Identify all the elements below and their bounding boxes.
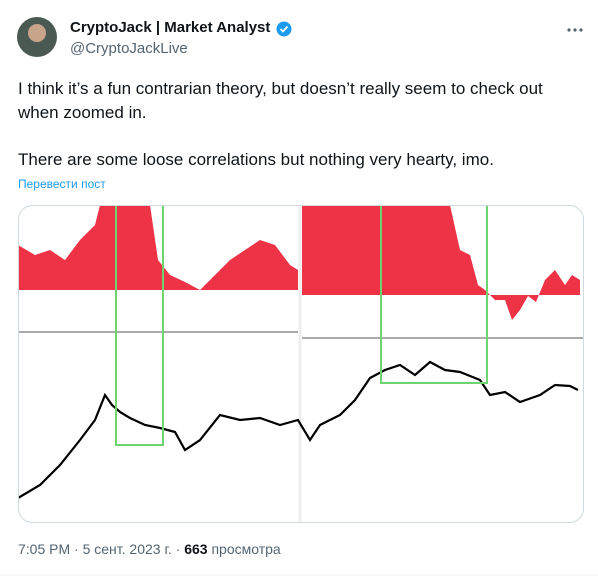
verified-check: [279, 25, 289, 33]
more-icon[interactable]: [567, 28, 583, 32]
tweet-text: when zoomed in.: [18, 103, 147, 122]
author-name[interactable]: CryptoJack | Market Analyst: [70, 19, 271, 36]
tweet-text: I think it’s a fun contrarian theory, bu…: [18, 79, 543, 98]
attached-image[interactable]: [18, 205, 584, 523]
highlight-box: [380, 205, 488, 384]
price-line: [18, 360, 579, 499]
footer: 7:05 PM · 5 сент. 2023 г. · 663 просмотр…: [18, 541, 281, 557]
highlight-box: [115, 205, 164, 446]
red-area: [302, 205, 580, 320]
separator: ·: [74, 541, 79, 557]
views-label: просмотра: [211, 541, 281, 557]
time[interactable]: 7:05 PM: [18, 541, 71, 557]
verified-badge: [276, 21, 292, 37]
tweet-text: There are some loose correlations but no…: [18, 150, 494, 169]
separator: ·: [175, 541, 181, 557]
view-count: 663: [184, 541, 208, 557]
image-border: [18, 205, 584, 523]
red-area: [18, 205, 298, 290]
avatar-face: [28, 24, 46, 42]
date[interactable]: 5 сент. 2023 г.: [82, 541, 172, 557]
translate-link[interactable]: Перевести пост: [18, 177, 106, 191]
author-handle[interactable]: @CryptoJackLive: [70, 40, 188, 57]
